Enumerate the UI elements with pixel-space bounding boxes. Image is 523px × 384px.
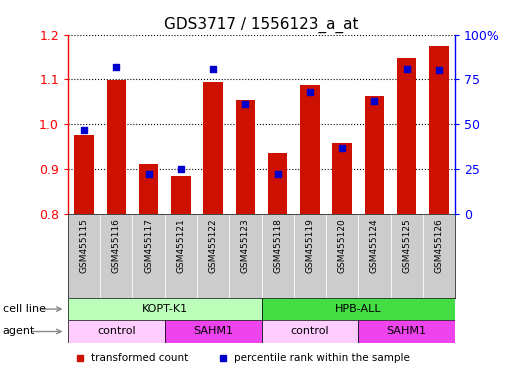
Text: GSM455122: GSM455122 (209, 218, 218, 273)
Bar (139, 164, 158, 214)
Text: GSM455123: GSM455123 (241, 218, 250, 273)
Point (144, 171, 153, 177)
Bar (294, 214, 326, 298)
Bar (262, 298, 455, 320)
Bar (268, 153, 287, 214)
Text: GSM455117: GSM455117 (144, 218, 153, 273)
Bar (236, 99, 255, 214)
Point (274, 171, 282, 177)
Title: GDS3717 / 1556123_a_at: GDS3717 / 1556123_a_at (164, 17, 359, 33)
Point (177, 166, 185, 172)
Bar (68, 320, 165, 343)
Point (209, 66, 218, 72)
Bar (391, 214, 423, 298)
Bar (358, 320, 455, 343)
Text: GSM455116: GSM455116 (112, 218, 121, 273)
Bar (423, 214, 455, 298)
Text: GSM455115: GSM455115 (79, 218, 88, 273)
Text: GSM455124: GSM455124 (370, 218, 379, 273)
Bar (262, 214, 294, 298)
Text: SAHM1: SAHM1 (386, 326, 427, 336)
Text: HPB-ALL: HPB-ALL (335, 304, 382, 314)
Bar (229, 214, 262, 298)
Bar (333, 143, 352, 214)
Text: GSM455120: GSM455120 (338, 218, 347, 273)
Text: GSM455118: GSM455118 (273, 218, 282, 273)
Bar (107, 80, 126, 214)
Bar (300, 85, 320, 214)
Bar (100, 214, 132, 298)
Bar (262, 320, 358, 343)
Text: agent: agent (3, 326, 35, 336)
Point (370, 98, 379, 104)
Bar (74, 136, 94, 214)
Bar (326, 214, 358, 298)
Bar (365, 96, 384, 214)
Bar (203, 82, 223, 214)
Point (435, 67, 443, 73)
Bar (429, 46, 449, 214)
Text: cell line: cell line (3, 304, 46, 314)
Text: GSM455121: GSM455121 (176, 218, 185, 273)
Text: GSM455125: GSM455125 (402, 218, 411, 273)
Text: percentile rank within the sample: percentile rank within the sample (234, 353, 410, 363)
Bar (165, 214, 197, 298)
Text: transformed count: transformed count (91, 353, 188, 363)
Point (338, 144, 346, 151)
Bar (397, 58, 416, 214)
Bar (171, 176, 190, 214)
Bar (68, 298, 262, 320)
Bar (68, 214, 100, 298)
Text: control: control (291, 326, 329, 336)
Point (241, 101, 249, 108)
Point (403, 66, 411, 72)
Text: GSM455126: GSM455126 (435, 218, 444, 273)
Point (305, 89, 314, 95)
Text: control: control (97, 326, 135, 336)
Bar (165, 320, 262, 343)
Text: KOPT-K1: KOPT-K1 (142, 304, 188, 314)
Bar (358, 214, 391, 298)
Text: SAHM1: SAHM1 (193, 326, 233, 336)
Text: GSM455119: GSM455119 (305, 218, 314, 273)
Bar (197, 214, 229, 298)
Point (80, 126, 88, 132)
Bar (132, 214, 165, 298)
Point (112, 64, 120, 70)
